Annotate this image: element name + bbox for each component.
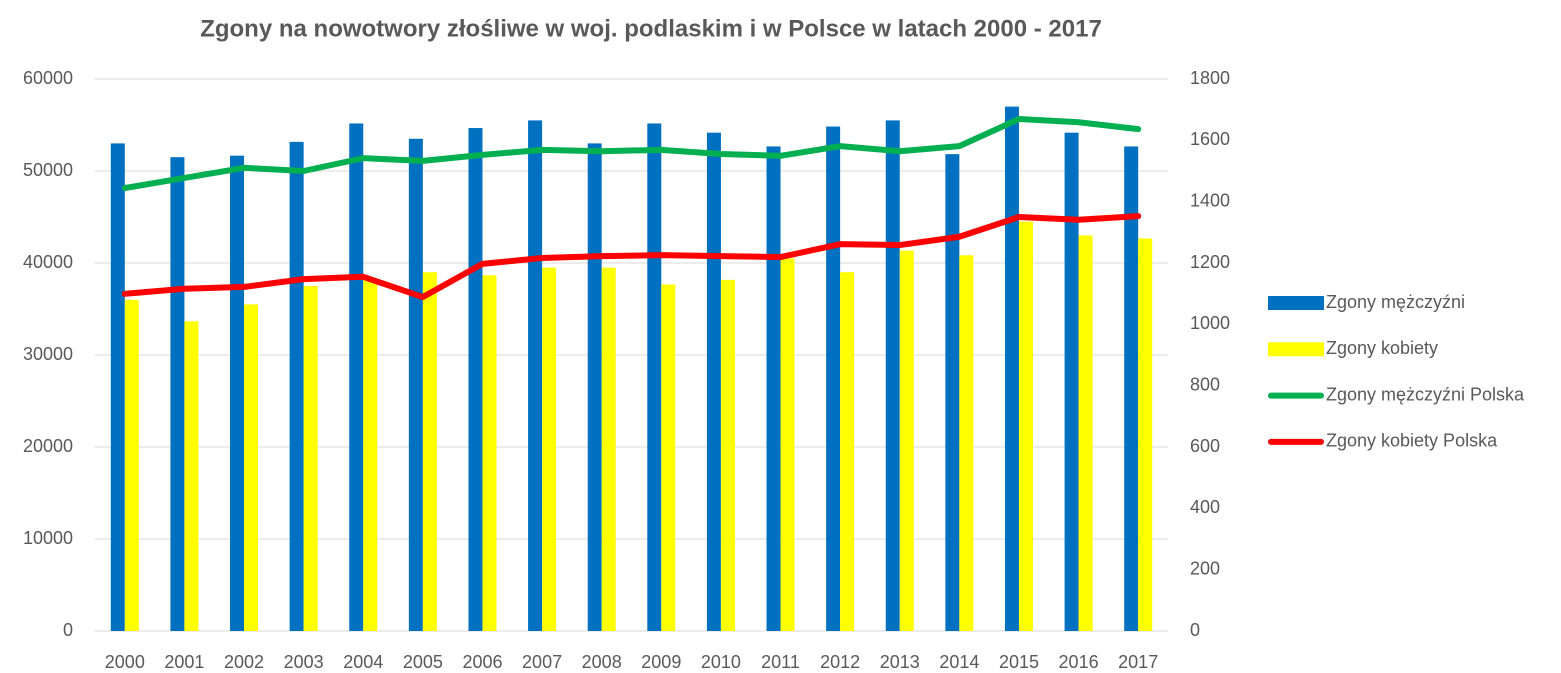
bar: [363, 278, 378, 631]
x-tick-label: 2002: [224, 652, 264, 672]
x-tick-label: 2009: [641, 652, 681, 672]
x-tick-label: 2004: [343, 652, 383, 672]
x-tick-label: 2010: [701, 652, 741, 672]
bar: [647, 123, 662, 631]
y2-tick-label: 600: [1190, 436, 1220, 456]
bar: [601, 267, 616, 631]
x-tick-label: 2011: [761, 652, 800, 672]
legend-label: Zgony kobiety: [1326, 338, 1438, 358]
bar: [1078, 235, 1093, 631]
y-tick-label: 0: [63, 620, 73, 640]
bar: [1138, 238, 1153, 631]
line: [121, 116, 1142, 192]
legend-swatch: [1268, 342, 1324, 357]
bar: [945, 154, 960, 631]
bar: [766, 146, 781, 631]
y2-tick-label: 800: [1190, 374, 1220, 394]
bar: [661, 284, 676, 631]
x-tick-label: 2005: [403, 652, 443, 672]
line: [121, 213, 1142, 301]
x-tick-label: 2017: [1118, 652, 1158, 672]
legend-label: Zgony mężczyźni: [1326, 292, 1465, 312]
bar: [124, 299, 139, 631]
bar: [1064, 132, 1079, 631]
bar: [706, 132, 721, 631]
x-tick-label: 2016: [1059, 652, 1099, 672]
x-tick-label: 2006: [462, 652, 502, 672]
y2-tick-label: 1200: [1190, 252, 1230, 272]
bar: [289, 141, 304, 631]
bar: [184, 321, 199, 631]
bar: [422, 272, 437, 631]
bar: [587, 143, 602, 631]
bar: [230, 155, 245, 631]
bar: [349, 123, 364, 631]
bar: [110, 143, 125, 631]
x-tick-label: 2003: [284, 652, 324, 672]
bar: [780, 258, 795, 631]
y-tick-label: 20000: [23, 436, 73, 456]
x-tick-label: 2012: [820, 652, 860, 672]
y2-tick-label: 0: [1190, 620, 1200, 640]
x-tick-label: 2007: [522, 652, 562, 672]
x-tick-label: 2000: [105, 652, 145, 672]
legend-label: Zgony mężczyźni Polska: [1326, 384, 1525, 404]
y-tick-label: 60000: [23, 68, 73, 88]
bar: [826, 126, 841, 632]
bar: [468, 128, 483, 632]
bar: [408, 138, 423, 632]
bar: [840, 272, 855, 631]
legend-label: Zgony kobiety Polska: [1326, 431, 1498, 451]
bar: [170, 157, 185, 631]
bar: [1018, 221, 1033, 631]
legend-swatch: [1268, 296, 1324, 310]
bar: [899, 250, 914, 631]
bar: [885, 120, 900, 632]
bar: [720, 279, 735, 631]
bar: [528, 120, 543, 632]
y2-tick-label: 1000: [1190, 313, 1230, 333]
y2-tick-label: 1400: [1190, 190, 1230, 210]
bar: [1124, 146, 1139, 631]
y2-tick-label: 400: [1190, 497, 1220, 517]
y-tick-label: 40000: [23, 252, 73, 272]
x-tick-label: 2008: [582, 652, 622, 672]
bar: [244, 304, 259, 631]
x-tick-label: 2013: [880, 652, 920, 672]
chart-title: Zgony na nowotwory złośliwe w woj. podla…: [200, 15, 1102, 42]
bar: [482, 275, 497, 631]
x-tick-label: 2001: [164, 652, 204, 672]
x-tick-label: 2015: [999, 652, 1039, 672]
bar: [542, 267, 557, 631]
x-tick-label: 2014: [939, 652, 979, 672]
y-tick-label: 50000: [23, 160, 73, 180]
y2-tick-label: 1800: [1190, 68, 1230, 88]
y2-tick-label: 1600: [1190, 129, 1230, 149]
y2-tick-label: 200: [1190, 558, 1220, 578]
y-tick-label: 10000: [23, 528, 73, 548]
bar: [303, 286, 318, 631]
bar: [959, 255, 974, 632]
y-tick-label: 30000: [23, 344, 73, 364]
bar: [1004, 106, 1019, 632]
